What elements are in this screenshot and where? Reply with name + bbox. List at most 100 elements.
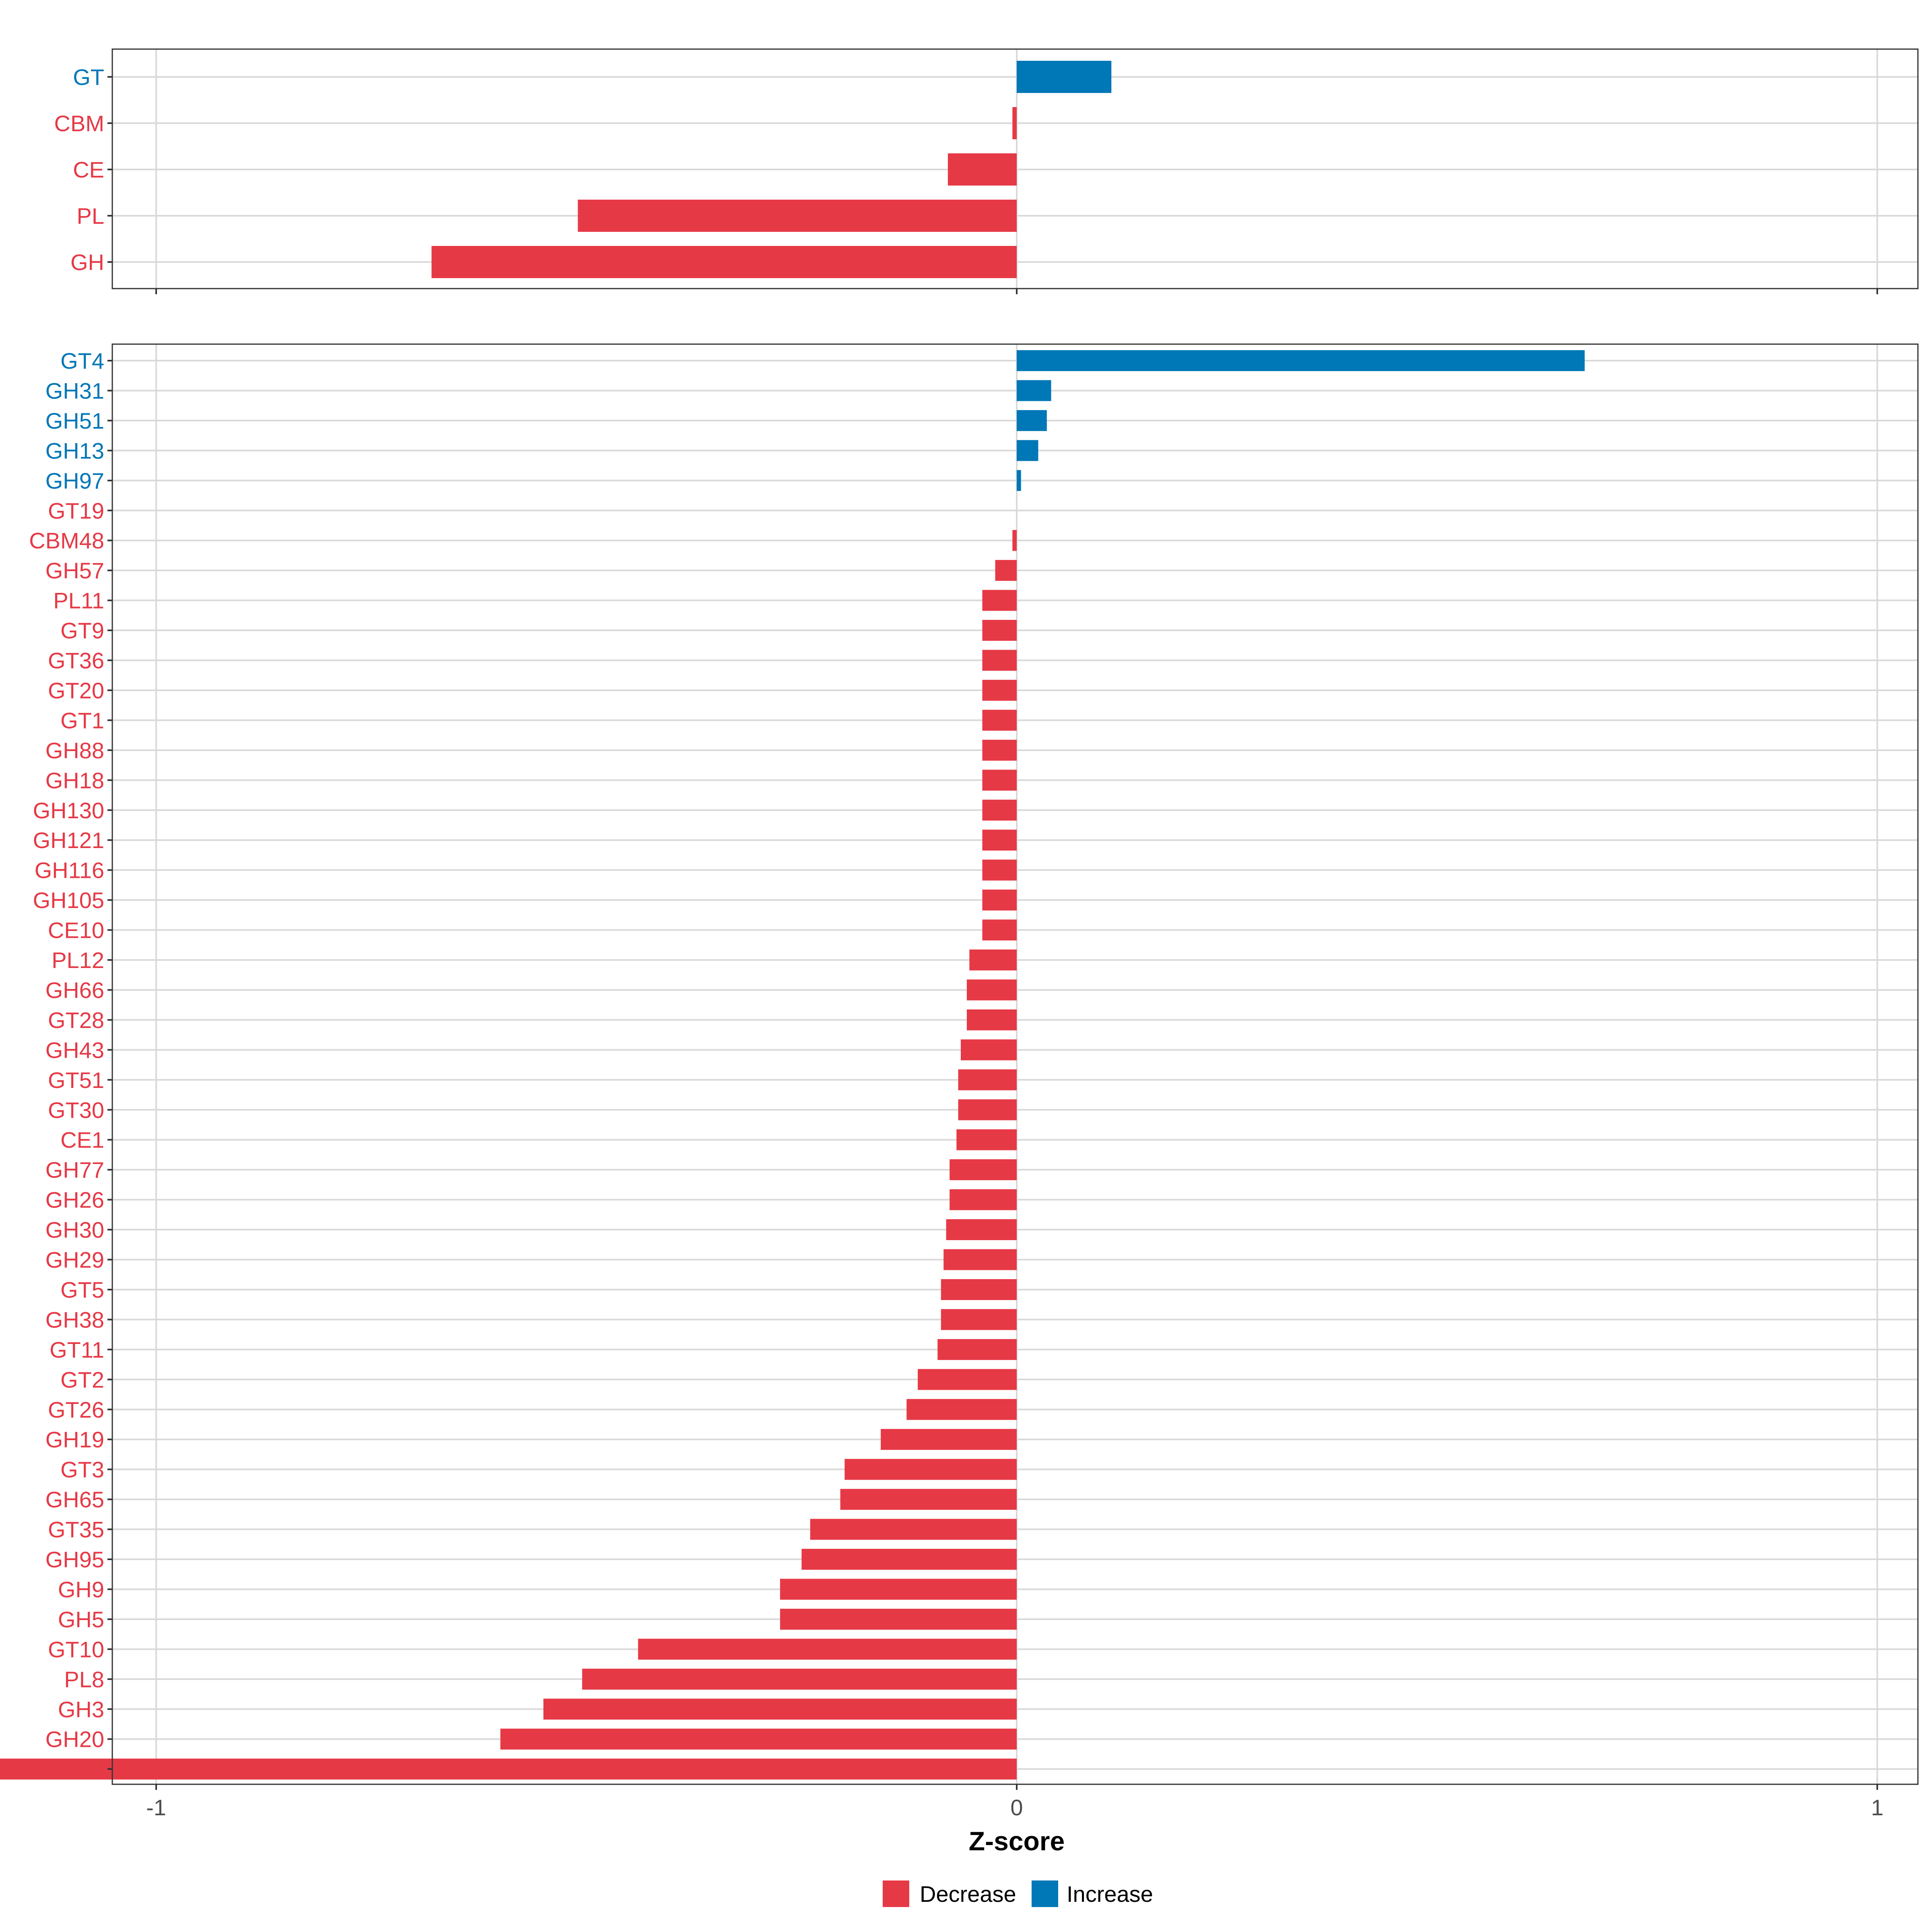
y-label-cbm48: CBM48 xyxy=(29,528,104,553)
y-label-gt26: GT26 xyxy=(48,1397,104,1422)
bar-gt35 xyxy=(810,1519,1017,1540)
bar-cbm xyxy=(1012,107,1017,139)
y-label-ce10: CE10 xyxy=(48,918,104,943)
bar-gh97 xyxy=(1017,470,1021,491)
bar-gh116 xyxy=(982,859,1017,881)
y-label-gt9: GT9 xyxy=(60,618,104,643)
y-label-ce1: CE1 xyxy=(60,1127,104,1153)
x-tick-label: 0 xyxy=(1010,1795,1023,1820)
y-label-gt4: GT4 xyxy=(60,348,104,374)
y-label-gh88: GH88 xyxy=(45,738,104,763)
y-label-gh97: GH97 xyxy=(45,468,104,493)
bar-ce1 xyxy=(956,1129,1017,1150)
y-label-gh26: GH26 xyxy=(45,1187,104,1213)
y-label-gh43: GH43 xyxy=(45,1037,104,1063)
bar-gh38 xyxy=(941,1309,1017,1330)
bar-ce10 xyxy=(982,919,1017,941)
bar-gt11 xyxy=(937,1339,1017,1360)
bar-pl xyxy=(578,200,1017,232)
panel-border xyxy=(111,343,1919,1785)
panel-border xyxy=(111,48,1919,289)
legend-label-increase: Increase xyxy=(1067,1881,1153,1907)
y-label-gt11: GT11 xyxy=(50,1337,104,1362)
bar-pl8 xyxy=(582,1668,1017,1690)
y-label-gt1: GT1 xyxy=(60,708,104,733)
bottom-panel: GT4 GH31 GH51 GH13 GH97 GT19 CBM48 GH57 PL11 GT9 G… xyxy=(0,343,1919,1790)
bar-gt26 xyxy=(906,1399,1017,1420)
x-tick-label: 1 xyxy=(1871,1795,1883,1820)
bar-gt xyxy=(1017,61,1112,93)
bar-pl11 xyxy=(982,590,1017,611)
bar-gt28 xyxy=(966,1009,1017,1030)
y-label-gh5: GH5 xyxy=(58,1607,104,1632)
bar-gh66 xyxy=(966,979,1017,1001)
bar-gh77 xyxy=(949,1159,1017,1181)
y-label-gt3: GT3 xyxy=(60,1457,104,1482)
y-label-gh29: GH29 xyxy=(45,1247,104,1273)
bar-gh130 xyxy=(982,799,1017,821)
y-label-ce: CE xyxy=(73,157,104,182)
bar-gh30 xyxy=(946,1219,1017,1241)
bar-gh43 xyxy=(961,1039,1017,1061)
y-label-gt5: GT5 xyxy=(60,1277,104,1302)
y-label-gh121: GH121 xyxy=(33,828,104,853)
y-label-gt20: GT20 xyxy=(48,678,104,703)
y-label-cbm: CBM xyxy=(54,111,104,136)
legend: Decrease Increase xyxy=(883,1880,1153,1907)
y-label-gh30: GH30 xyxy=(45,1217,104,1243)
bar-gh20 xyxy=(500,1728,1017,1750)
bar-pl12 xyxy=(969,949,1017,970)
bar-gt30 xyxy=(958,1099,1017,1121)
y-label-gh38: GH38 xyxy=(45,1307,104,1332)
bar-gh29 xyxy=(943,1249,1017,1270)
y-label-gt30: GT30 xyxy=(48,1097,104,1123)
y-label-gh: GH xyxy=(70,250,104,275)
bar-gh3 xyxy=(543,1699,1017,1720)
bar-gh57 xyxy=(995,560,1017,581)
y-label-gh65: GH65 xyxy=(45,1487,104,1512)
bar-gh95 xyxy=(801,1549,1017,1570)
y-label-gt: GT xyxy=(73,64,104,90)
y-label-gt19: GT19 xyxy=(48,498,104,523)
bar-gt36 xyxy=(982,650,1017,671)
x-tick-label: -1 xyxy=(146,1795,166,1820)
legend-label-decrease: Decrease xyxy=(920,1881,1016,1907)
bar-gt4 xyxy=(1017,350,1585,371)
y-label-pl: PL xyxy=(77,203,105,229)
bar-gh13 xyxy=(1017,440,1038,461)
y-label-gt28: GT28 xyxy=(48,1007,104,1033)
y-label-gh77: GH77 xyxy=(45,1157,104,1183)
bar-gh26 xyxy=(949,1189,1017,1210)
x-axis-title: Z-score xyxy=(969,1826,1065,1856)
bar-gt3 xyxy=(844,1459,1017,1480)
bar-gt9 xyxy=(982,620,1017,641)
bar-gt20 xyxy=(982,679,1017,701)
y-label-gt51: GT51 xyxy=(48,1067,104,1093)
y-label-gh57: GH57 xyxy=(45,558,104,583)
bar-cbm48 xyxy=(1012,530,1017,551)
y-label-pl8: PL8 xyxy=(64,1667,104,1692)
y-label-gh130: GH130 xyxy=(33,798,104,823)
bar-gh31 xyxy=(1017,380,1051,401)
y-label-gh19: GH19 xyxy=(45,1427,104,1452)
bar-gh xyxy=(431,246,1017,278)
y-label-gh33: GH33 xyxy=(45,1757,104,1782)
y-label-gh95: GH95 xyxy=(45,1547,104,1572)
bar-gh51 xyxy=(1017,410,1047,431)
y-label-gt10: GT10 xyxy=(48,1637,104,1662)
bar-gt51 xyxy=(958,1069,1017,1090)
y-label-gh9: GH9 xyxy=(58,1577,104,1602)
legend-swatch-increase xyxy=(1032,1880,1058,1907)
y-label-gh116: GH116 xyxy=(35,858,104,883)
y-label-gh18: GH18 xyxy=(45,768,104,793)
y-label-gh66: GH66 xyxy=(45,977,104,1003)
bar-gh121 xyxy=(982,830,1017,851)
bar-gh33 xyxy=(0,1759,1017,1780)
y-label-gh13: GH13 xyxy=(45,438,104,463)
y-label-gt35: GT35 xyxy=(48,1517,104,1542)
bar-gh9 xyxy=(780,1579,1017,1600)
bar-gt10 xyxy=(638,1639,1017,1660)
y-label-pl11: PL11 xyxy=(53,588,104,613)
y-label-pl12: PL12 xyxy=(52,947,104,973)
